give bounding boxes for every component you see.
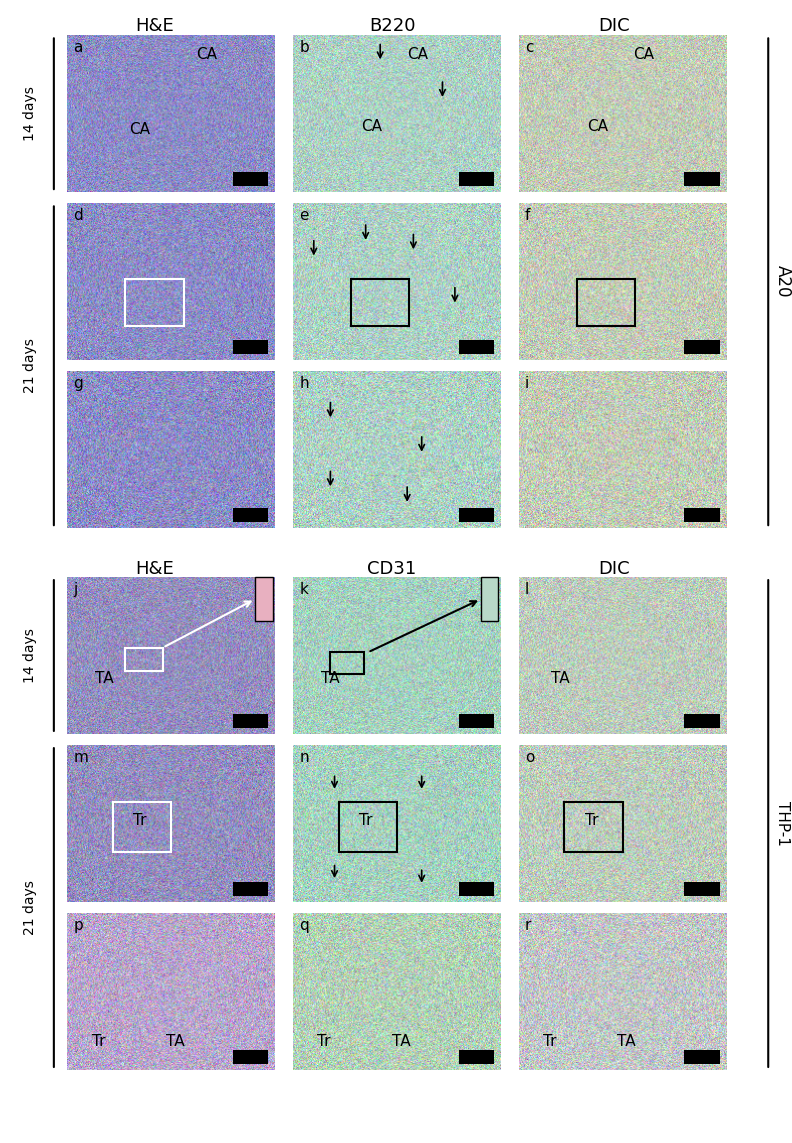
Text: Tr: Tr (318, 1034, 331, 1049)
Bar (577, 279, 635, 326)
Bar (233, 1050, 268, 1064)
Text: DIC: DIC (598, 560, 630, 578)
Text: k: k (299, 582, 308, 597)
Text: A20: A20 (774, 265, 791, 298)
Bar (459, 714, 494, 728)
Text: CA: CA (587, 119, 608, 134)
Bar (233, 341, 268, 354)
Text: Tr: Tr (133, 813, 147, 828)
Text: r: r (525, 918, 531, 933)
Bar (684, 173, 720, 186)
Bar (255, 577, 272, 621)
Bar (459, 509, 494, 522)
Text: TA: TA (391, 1034, 410, 1049)
Text: Tr: Tr (92, 1034, 105, 1049)
Bar (233, 173, 268, 186)
Bar (459, 173, 494, 186)
Bar (233, 509, 268, 522)
Text: m: m (74, 750, 89, 765)
Text: H&E: H&E (135, 560, 173, 578)
Text: B220: B220 (369, 17, 415, 35)
Text: j: j (74, 582, 78, 597)
Bar (565, 801, 623, 852)
Text: 14 days: 14 days (23, 86, 37, 142)
Text: b: b (299, 40, 309, 55)
Text: TA: TA (166, 1034, 185, 1049)
Text: CD31: CD31 (367, 560, 417, 578)
Text: h: h (299, 376, 309, 391)
Bar (125, 648, 163, 671)
Text: TA: TA (95, 671, 114, 687)
Text: g: g (74, 376, 83, 391)
Bar (684, 509, 720, 522)
Text: l: l (525, 582, 529, 597)
Bar (351, 279, 409, 326)
Text: Tr: Tr (359, 813, 372, 828)
Bar (125, 279, 184, 326)
Text: CA: CA (407, 47, 428, 62)
Text: n: n (299, 750, 309, 765)
Text: DIC: DIC (598, 17, 630, 35)
Text: 21 days: 21 days (23, 880, 37, 935)
Text: i: i (525, 376, 529, 391)
Text: CA: CA (129, 122, 150, 137)
Text: q: q (299, 918, 309, 933)
Text: TA: TA (321, 671, 340, 687)
Bar (684, 341, 720, 354)
Text: CA: CA (361, 119, 383, 134)
Text: THP-1: THP-1 (775, 801, 790, 846)
Bar (459, 882, 494, 896)
Text: d: d (74, 208, 83, 223)
Bar (459, 1050, 494, 1064)
Bar (330, 653, 364, 674)
Text: CA: CA (196, 47, 217, 62)
Text: TA: TA (551, 671, 569, 687)
Text: 14 days: 14 days (23, 628, 37, 684)
Bar (113, 801, 171, 852)
Text: e: e (299, 208, 309, 223)
Text: H&E: H&E (135, 17, 173, 35)
Bar (233, 714, 268, 728)
Text: Tr: Tr (543, 1034, 557, 1049)
Text: f: f (525, 208, 531, 223)
Bar (684, 882, 720, 896)
Text: TA: TA (617, 1034, 636, 1049)
Bar (684, 714, 720, 728)
Text: a: a (74, 40, 83, 55)
Text: Tr: Tr (584, 813, 598, 828)
Text: c: c (525, 40, 534, 55)
Bar (481, 577, 498, 621)
Text: 21 days: 21 days (23, 338, 37, 393)
Text: o: o (525, 750, 535, 765)
Bar (339, 801, 397, 852)
Bar (684, 1050, 720, 1064)
Bar (233, 882, 268, 896)
Text: p: p (74, 918, 83, 933)
Bar (459, 341, 494, 354)
Text: CA: CA (633, 47, 653, 62)
